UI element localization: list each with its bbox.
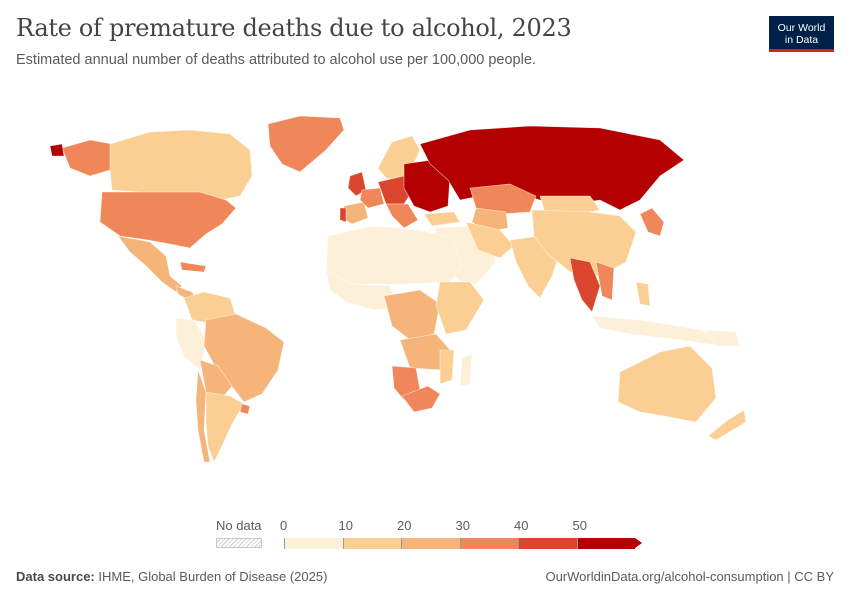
region-australia[interactable] (617, 345, 717, 423)
region-argentina[interactable] (205, 391, 245, 463)
region-portugal[interactable] (339, 207, 347, 223)
legend-tick-label-0: 0 (280, 518, 288, 533)
region-france[interactable] (359, 187, 385, 209)
legend-bin-0[interactable] (284, 538, 343, 549)
legend-arrow-tip (635, 538, 642, 548)
legend-bin-4[interactable] (518, 538, 577, 549)
region-central-africa[interactable] (383, 289, 441, 341)
region-usa[interactable] (99, 191, 237, 249)
footer-url[interactable]: OurWorldinData.org/alcohol-consumption |… (545, 569, 834, 584)
region-iran-afghanistan[interactable] (465, 221, 515, 259)
chart-subtitle: Estimated annual number of deaths attrib… (16, 52, 536, 68)
logo-line-2: in Data (784, 33, 819, 46)
region-peru-ecuador[interactable] (175, 317, 207, 371)
footer-source: Data source: IHME, Global Burden of Dise… (16, 569, 327, 584)
legend-tick-label-5: 50 (572, 518, 587, 533)
region-vietnam-laos[interactable] (595, 261, 615, 301)
legend-bin-3[interactable] (459, 538, 518, 549)
region-west-africa[interactable] (325, 269, 399, 311)
owid-logo[interactable]: Our World in Data (769, 16, 834, 52)
region-papua-new-guinea[interactable] (705, 329, 741, 347)
region-alaska[interactable] (61, 139, 113, 177)
region-italy-balkans[interactable] (385, 203, 419, 229)
region-myanmar-thailand[interactable] (569, 257, 601, 313)
footer-source-text[interactable]: IHME, Global Burden of Disease (2025) (98, 569, 328, 584)
legend-bin-1[interactable] (342, 538, 401, 549)
region-alaska-west[interactable] (49, 143, 65, 157)
region-turkey[interactable] (423, 211, 461, 227)
legend-no-data-label: No data (216, 518, 262, 533)
region-east-africa[interactable] (435, 281, 485, 335)
chart-title: Rate of premature deaths due to alcohol,… (16, 14, 572, 42)
region-greenland[interactable] (267, 115, 345, 173)
legend-tick-label-2: 20 (397, 518, 412, 533)
region-south-africa[interactable] (401, 385, 441, 413)
region-philippines[interactable] (635, 281, 651, 307)
logo-line-1: Our World (777, 21, 826, 34)
legend-tick-label-1: 10 (338, 518, 353, 533)
legend-tick-label-4: 40 (514, 518, 529, 533)
legend-no-data-swatch[interactable] (216, 538, 262, 548)
region-uruguay[interactable] (239, 403, 251, 415)
legend-tick-label-3: 30 (455, 518, 470, 533)
region-caribbean[interactable] (179, 261, 207, 273)
world-map[interactable] (0, 96, 850, 506)
region-mozambique[interactable] (439, 349, 455, 385)
region-brazil[interactable] (203, 313, 285, 403)
legend-bin-5[interactable] (576, 538, 635, 549)
region-new-zealand[interactable] (707, 409, 747, 441)
legend-bin-2[interactable] (401, 538, 460, 549)
footer-source-label: Data source: (16, 569, 95, 584)
region-canada[interactable] (109, 129, 253, 201)
region-uk-ireland[interactable] (347, 171, 367, 197)
region-madagascar[interactable] (459, 353, 473, 387)
color-legend: No data 0 10 20 30 40 50 (0, 512, 850, 552)
region-chile[interactable] (195, 369, 211, 463)
region-korea-japan[interactable] (639, 207, 665, 237)
region-bolivia-paraguay[interactable] (199, 359, 233, 399)
